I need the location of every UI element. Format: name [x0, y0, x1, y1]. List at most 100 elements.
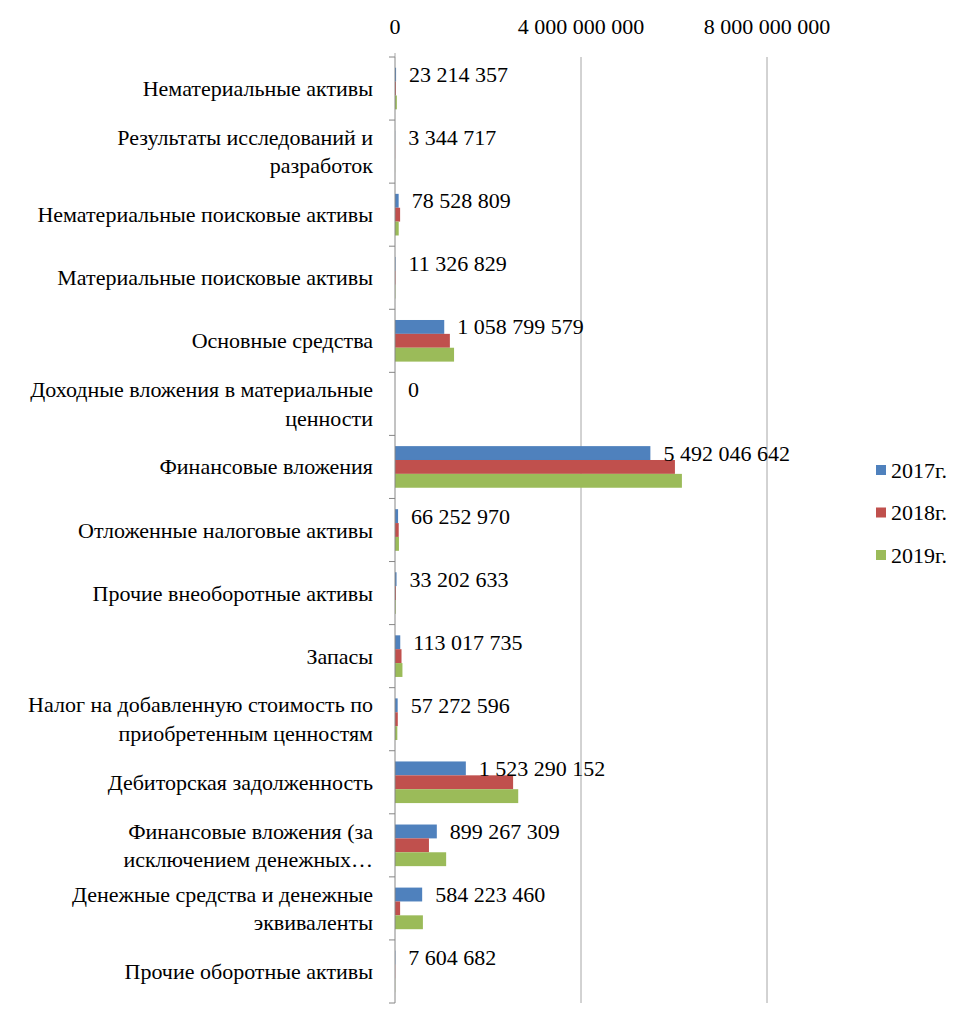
category-label: Материальные поисковые активы: [57, 265, 373, 290]
data-label: 899 267 309: [450, 819, 560, 844]
data-label: 3 344 717: [408, 125, 496, 150]
category-label: Нематериальные активы: [143, 76, 373, 101]
data-label: 5 492 046 642: [663, 441, 790, 466]
category-tick: [389, 876, 395, 877]
bar: [395, 222, 399, 236]
category-label: Результаты исследований и разработок: [117, 125, 373, 179]
category-label-line: Дебиторская задолженность: [108, 770, 373, 795]
category-tick: [389, 309, 395, 310]
category-label-line: эквиваленты: [254, 910, 373, 935]
legend-label: 2018г.: [891, 500, 947, 525]
category-label: Отложенные налоговые активы: [78, 518, 373, 543]
bar: [395, 523, 399, 537]
data-label: 1 058 799 579: [457, 314, 584, 339]
data-label: 584 223 460: [435, 882, 545, 907]
category-label-line: ценности: [285, 406, 373, 431]
bar: [395, 320, 444, 334]
bar: [395, 789, 518, 803]
category-tick: [389, 246, 395, 247]
category-label-line: Результаты исследований и: [117, 125, 373, 150]
axis-line: [395, 57, 396, 1003]
category-label-line: Нематериальные поисковые активы: [37, 202, 373, 227]
bar: [395, 474, 682, 488]
bar: [395, 838, 429, 852]
category-label-line: Материальные поисковые активы: [57, 265, 373, 290]
category-label-line: Финансовые вложения (за: [128, 819, 373, 844]
category-tick: [389, 813, 395, 814]
category-label: Прочие внеоборотные активы: [93, 581, 374, 606]
tick-mark: [395, 53, 396, 57]
tick-label: 8 000 000 000: [704, 14, 831, 39]
category-label: Нематериальные поисковые активы: [37, 202, 373, 227]
category-label-line: Отложенные налоговые активы: [78, 518, 373, 543]
bar: [395, 663, 402, 677]
legend-label: 2017г.: [891, 458, 947, 483]
bar: [395, 761, 466, 775]
category-label-line: Нематериальные активы: [143, 76, 373, 101]
tick-label: 0: [390, 14, 401, 39]
category-tick: [389, 1003, 395, 1004]
category-tick: [389, 57, 395, 58]
bar: [395, 194, 399, 208]
category-label-line: Денежные средства и денежные: [72, 882, 373, 907]
category-label: Финансовые вложения: [159, 454, 373, 479]
data-label: 78 528 809: [412, 188, 511, 213]
category-tick: [389, 435, 395, 436]
legend: 2017г. 2018г. 2019г.: [876, 458, 947, 568]
category-label: Основные средства: [192, 328, 374, 353]
category-label: Дебиторская задолженность: [108, 770, 373, 795]
data-labels: 23 214 3573 344 71778 528 80911 326 8291…: [408, 62, 790, 970]
category-label-line: Финансовые вложения: [159, 454, 373, 479]
bar: [395, 852, 446, 866]
data-label: 1 523 290 152: [479, 756, 606, 781]
bar: [395, 537, 399, 551]
category-tick: [389, 750, 395, 751]
category-label-line: Прочие оборотные активы: [125, 959, 374, 984]
data-label: 11 326 829: [409, 251, 507, 276]
legend-swatch: [876, 465, 886, 475]
bar: [395, 649, 402, 663]
category-label: Налог на добавленную стоимость по приобре…: [28, 692, 373, 746]
grid-line: [581, 57, 582, 1003]
bar: [395, 825, 437, 839]
category-label-line: Запасы: [306, 644, 373, 669]
chart: 04 000 000 0008 000 000 00023 214 3573 3…: [0, 0, 977, 1027]
tick-label: 4 000 000 000: [518, 14, 645, 39]
category-label: Прочие оборотные активы: [125, 959, 374, 984]
legend-swatch: [876, 550, 886, 560]
category-axis: Нематериальные активы Результаты исследов…: [28, 57, 395, 1003]
category-label-line: Прочие внеоборотные активы: [93, 581, 374, 606]
category-label: Финансовые вложения (за исключением денеж…: [123, 819, 373, 873]
data-label: 0: [408, 377, 419, 402]
bar: [395, 901, 400, 915]
category-tick: [389, 939, 395, 940]
data-label: 113 017 735: [413, 630, 522, 655]
legend-label: 2019г.: [891, 543, 947, 568]
bar: [395, 915, 423, 929]
category-label-line: приобретенным ценностям: [119, 721, 373, 746]
category-label-line: Доходные вложения в материальные: [30, 377, 373, 402]
data-label: 33 202 633: [410, 567, 509, 592]
bar: [395, 635, 400, 649]
category-tick: [389, 372, 395, 373]
category-label: Запасы: [306, 644, 373, 669]
data-label: 57 272 596: [411, 693, 510, 718]
legend-swatch: [876, 508, 886, 518]
bar: [395, 446, 650, 460]
grid: 0 4 000 000 000 8 000 000 000: [390, 14, 831, 1003]
category-label: Денежные средства и денежные эквиваленты: [72, 882, 373, 936]
category-label-line: Налог на добавленную стоимость по: [28, 692, 373, 717]
grid-line: [767, 57, 768, 1003]
bar: [395, 208, 400, 222]
category-tick: [389, 183, 395, 184]
bar: [395, 348, 454, 362]
category-label-line: разработок: [270, 153, 373, 178]
category-tick: [389, 561, 395, 562]
category-label-line: исключением денежных…: [123, 847, 373, 872]
bar: [395, 460, 675, 474]
data-label: 7 604 682: [408, 945, 496, 970]
bar: [395, 334, 450, 348]
category-tick: [389, 120, 395, 121]
category-tick: [389, 687, 395, 688]
category-label-line: Основные средства: [192, 328, 374, 353]
